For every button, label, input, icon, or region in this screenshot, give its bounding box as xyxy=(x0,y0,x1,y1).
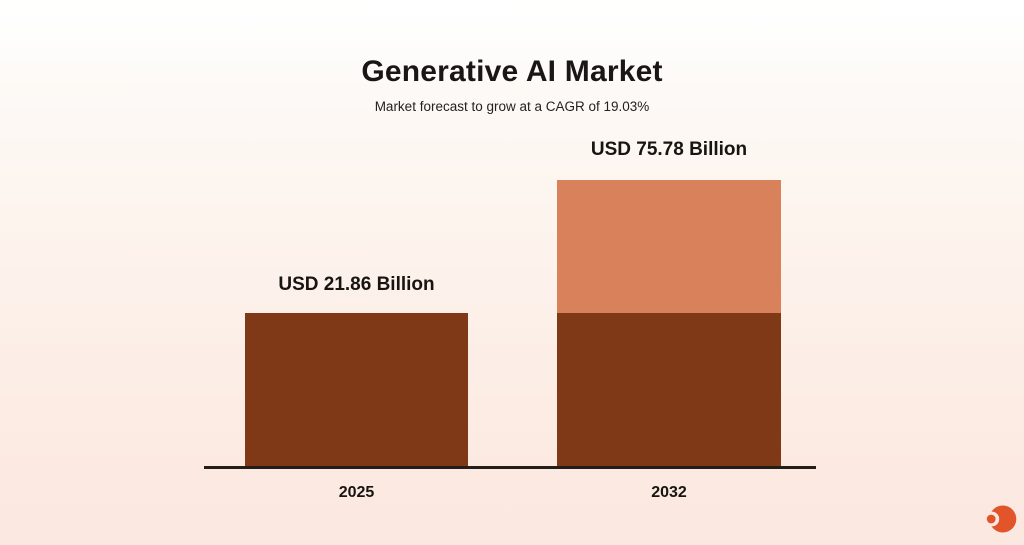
x-tick-2025: 2025 xyxy=(338,484,375,501)
bar-2025 xyxy=(245,313,468,468)
value-label-2025: USD 21.86 Billion xyxy=(278,274,435,295)
bar-2032-growth-segment xyxy=(557,180,781,313)
brand-logo-icon xyxy=(986,505,1017,533)
page-subtitle: Market forecast to grow at a CAGR of 19.… xyxy=(374,99,650,114)
value-label-2032: USD 75.78 Billion xyxy=(590,139,748,160)
bar-2032-base-segment xyxy=(557,313,781,468)
x-tick-2032: 2032 xyxy=(651,484,687,501)
page-title: Generative AI Market xyxy=(361,55,663,88)
x-axis-line xyxy=(204,466,816,469)
